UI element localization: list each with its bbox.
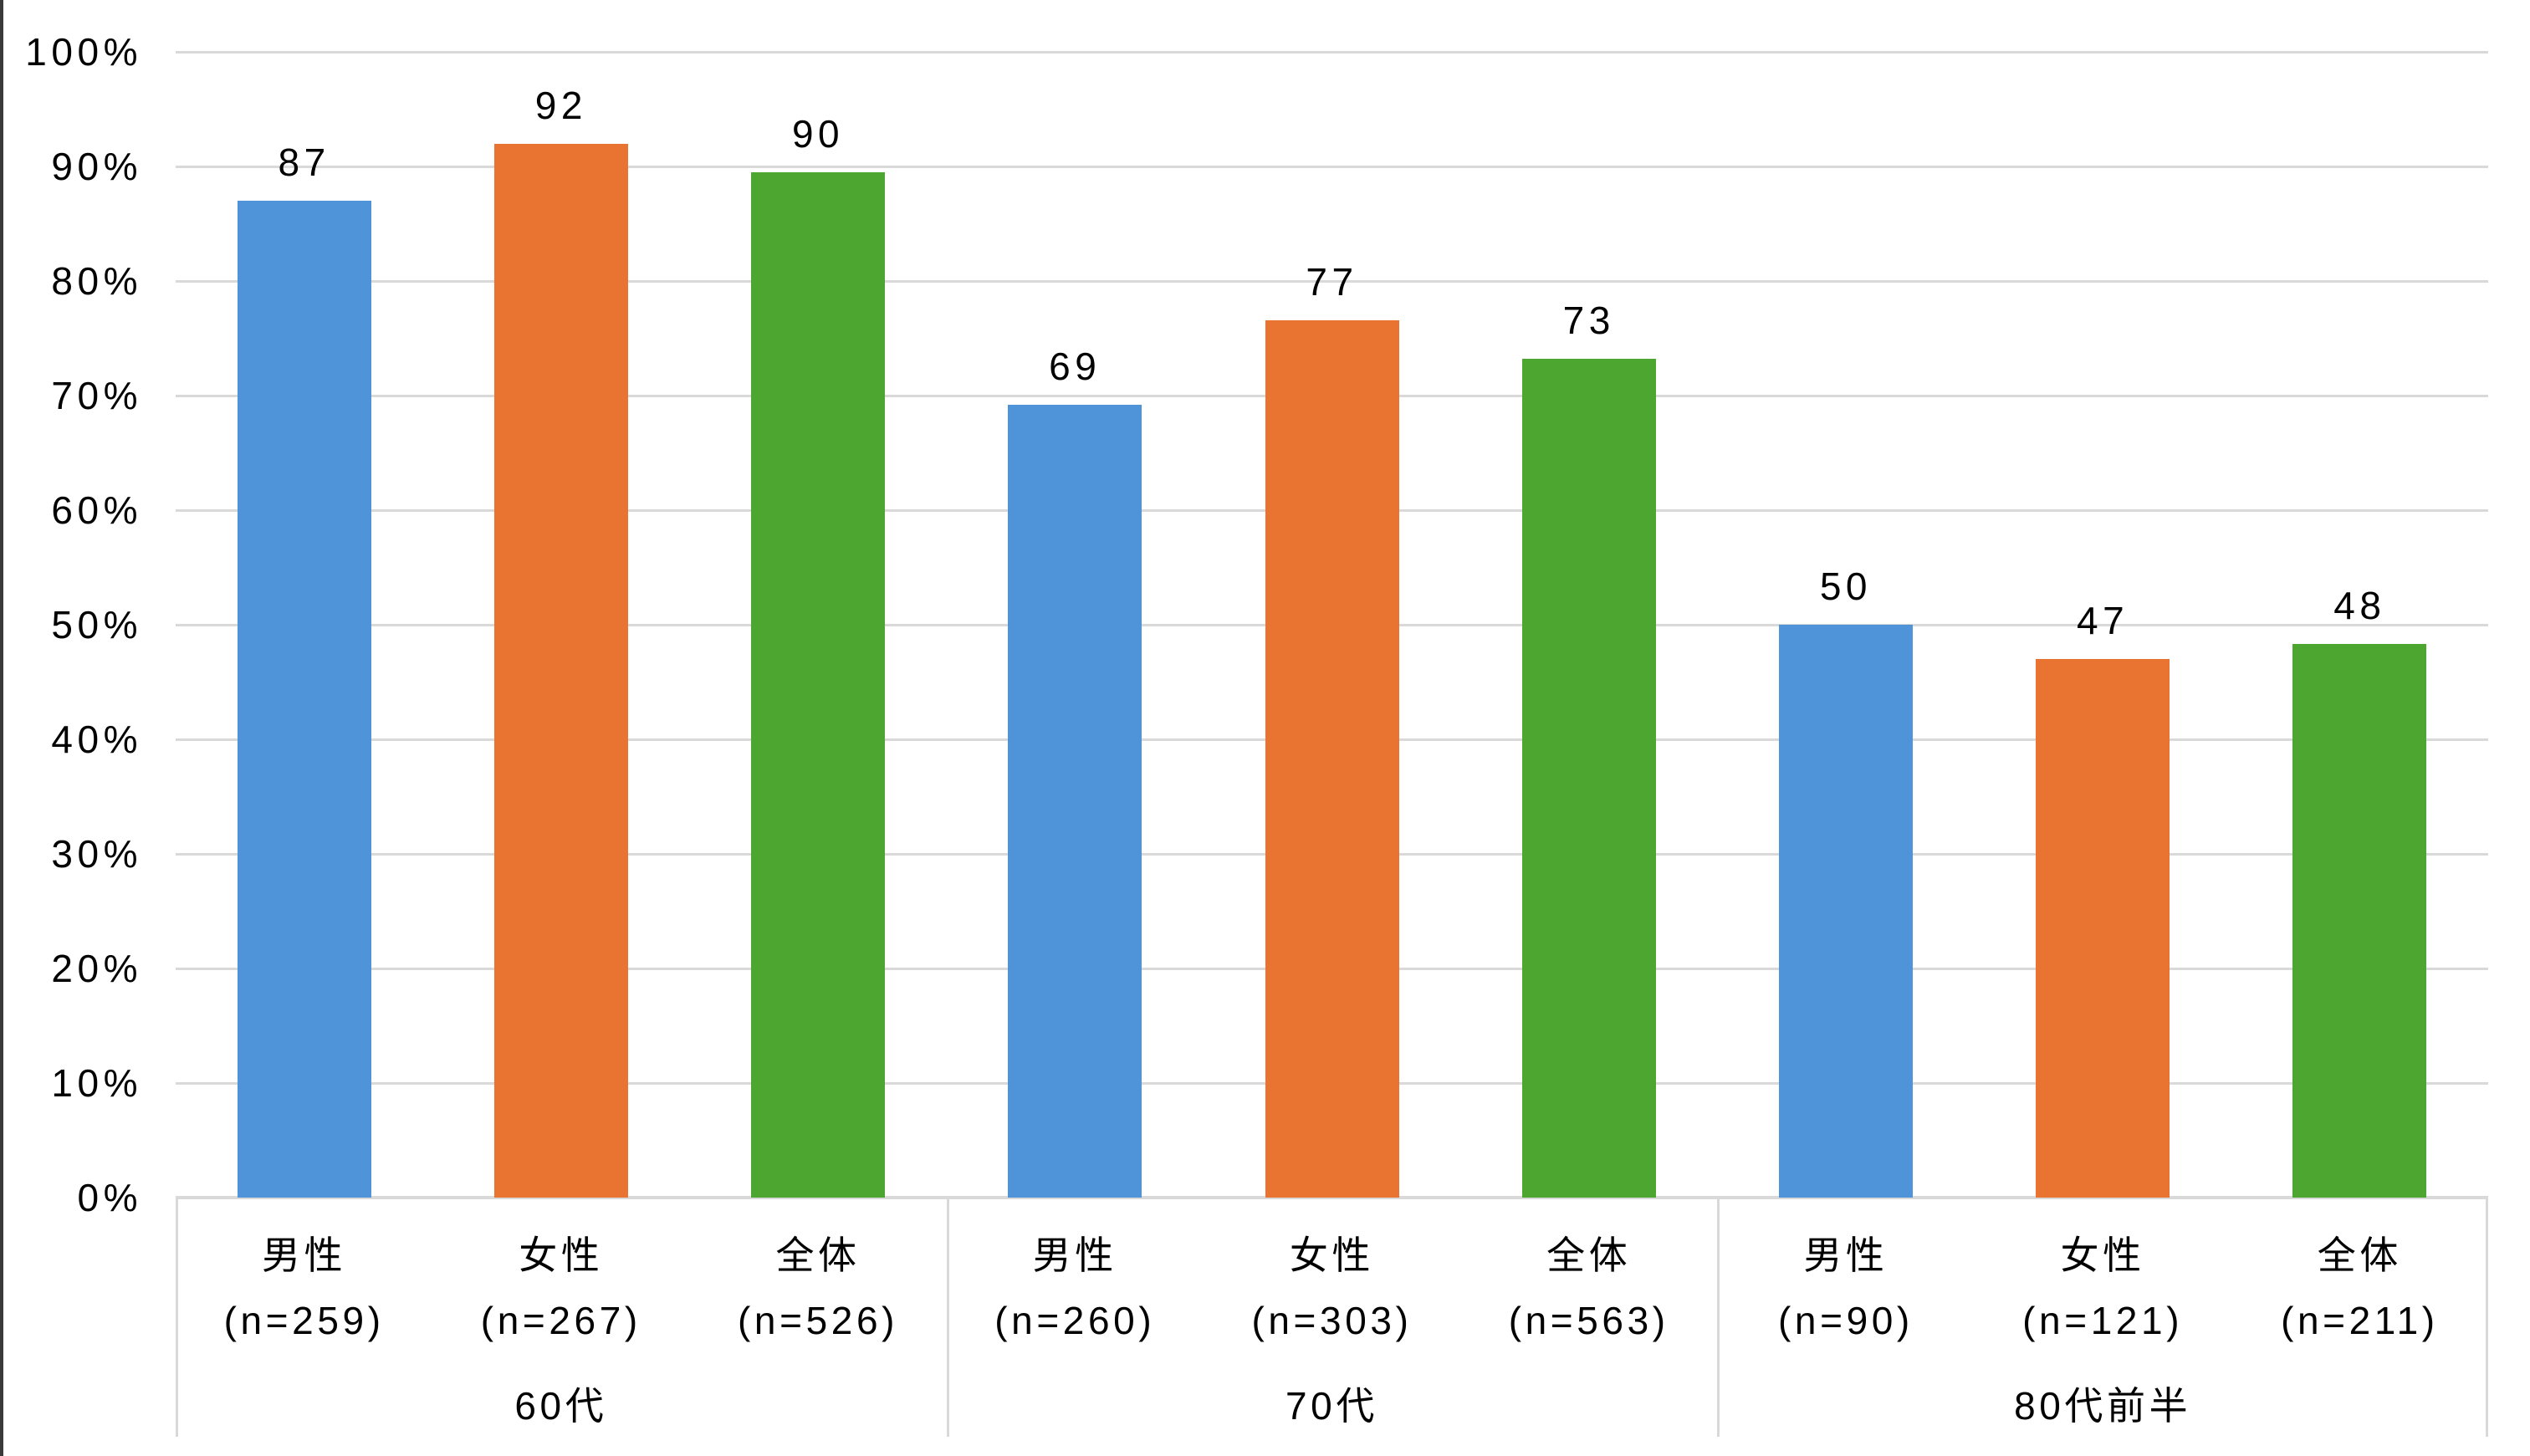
left-edge-line — [0, 0, 3, 1456]
bar-value-label: 50 — [1819, 565, 1873, 608]
category-label: 全体 — [2317, 1234, 2402, 1277]
sample-size-label: (n=259) — [223, 1299, 385, 1342]
sample-size-label: (n=303) — [1251, 1299, 1413, 1342]
y-tick-label-0: 0% — [77, 1176, 142, 1219]
bar-全体-80代前半 — [2292, 644, 2427, 1198]
bar-value-label: 47 — [2077, 599, 2129, 643]
sample-size-label: (n=260) — [994, 1299, 1156, 1342]
y-tick-label-40: 40% — [51, 718, 142, 761]
category-label: 全体 — [1546, 1234, 1632, 1277]
bar-value-label: 73 — [1562, 299, 1615, 343]
y-tick-label-80: 80% — [51, 259, 142, 303]
bar-男性-70代 — [1008, 404, 1142, 1198]
y-tick-label-70: 70% — [51, 374, 142, 417]
sample-size-label: (n=211) — [2281, 1299, 2439, 1342]
sample-size-label: (n=563) — [1508, 1299, 1669, 1342]
axis-divider-2 — [1717, 1197, 1720, 1437]
bar-全体-70代 — [1521, 359, 1656, 1198]
category-label: 女性 — [2060, 1234, 2145, 1277]
bar-全体-60代 — [751, 171, 886, 1198]
sample-size-label: (n=526) — [738, 1299, 899, 1342]
bar-value-label: 90 — [791, 111, 845, 156]
bar-男性-80代前半 — [1778, 625, 1913, 1198]
y-tick-label-100: 100% — [25, 30, 142, 74]
bar-value-label: 48 — [2333, 584, 2386, 628]
bar-value-label: 69 — [1049, 344, 1101, 388]
category-label: 女性 — [519, 1234, 604, 1277]
group-label: 80代前半 — [2014, 1384, 2192, 1428]
group-label: 70代 — [1285, 1384, 1378, 1428]
axis-divider-0 — [176, 1197, 178, 1437]
bar-女性-80代前半 — [2036, 659, 2170, 1198]
category-label: 男性 — [1803, 1234, 1889, 1277]
sample-size-label: (n=121) — [2022, 1299, 2184, 1342]
y-tick-label-50: 50% — [51, 603, 142, 646]
bar-女性-70代 — [1265, 319, 1399, 1198]
bar-value-label: 87 — [278, 140, 330, 185]
category-label: 全体 — [775, 1234, 861, 1277]
bar-value-label: 92 — [534, 83, 587, 127]
category-label: 男性 — [262, 1234, 347, 1277]
sample-size-label: (n=267) — [480, 1299, 641, 1342]
y-tick-label-30: 30% — [51, 832, 142, 876]
gridline-80 — [176, 279, 2488, 283]
y-tick-label-20: 20% — [51, 947, 142, 990]
category-label: 女性 — [1289, 1234, 1375, 1277]
gridline-90 — [176, 165, 2488, 168]
gridline-100 — [176, 50, 2488, 54]
axis-divider-1 — [946, 1197, 949, 1437]
axis-divider-3 — [2486, 1197, 2488, 1437]
y-tick-label-90: 90% — [51, 145, 142, 188]
bar-男性-60代 — [237, 201, 371, 1198]
x-axis-baseline — [176, 1196, 2488, 1199]
group-label: 60代 — [514, 1384, 608, 1428]
bar-女性-60代 — [493, 143, 628, 1198]
bar-value-label: 77 — [1306, 259, 1358, 304]
category-label: 男性 — [1032, 1234, 1117, 1277]
y-tick-label-60: 60% — [51, 488, 142, 532]
sample-size-label: (n=90) — [1778, 1299, 1914, 1342]
y-tick-label-10: 10% — [51, 1061, 142, 1105]
